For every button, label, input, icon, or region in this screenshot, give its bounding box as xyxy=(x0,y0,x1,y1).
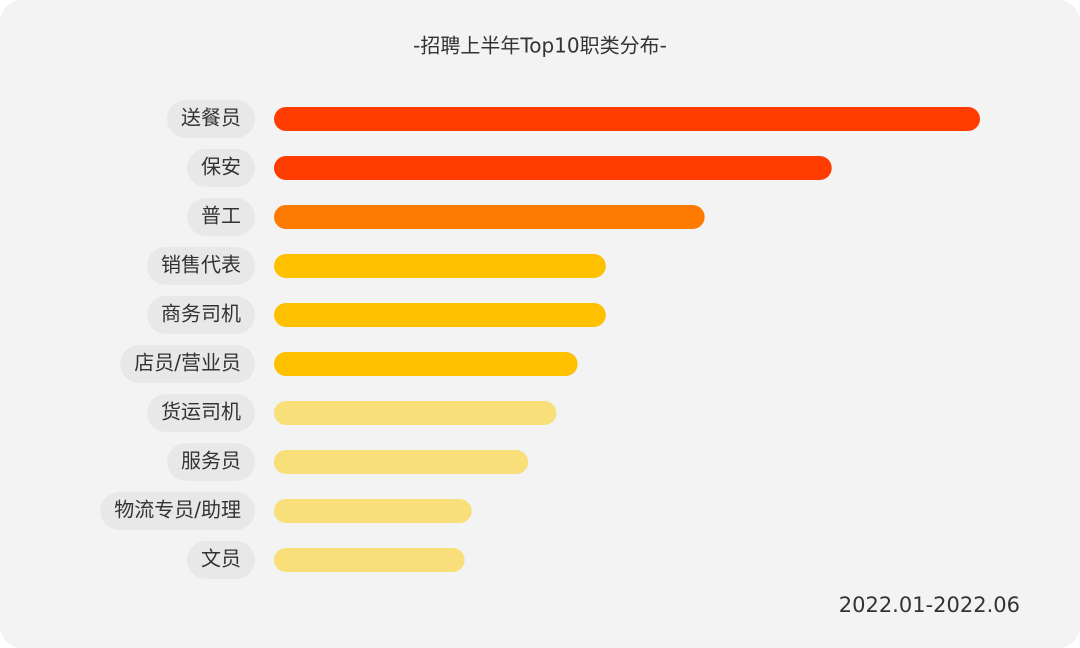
label-pill xyxy=(187,149,255,187)
category-label: 货运司机 xyxy=(161,400,241,424)
bar xyxy=(274,401,557,425)
bar xyxy=(274,156,832,180)
label-pill xyxy=(187,541,255,579)
category-label: 物流专员/助理 xyxy=(114,498,241,522)
bar xyxy=(274,107,980,131)
label-pill xyxy=(147,247,255,285)
category-label: 文员 xyxy=(201,547,241,571)
category-label: 商务司机 xyxy=(161,302,241,326)
label-pill xyxy=(167,100,255,138)
date-note: 2022.01-2022.06 xyxy=(839,593,1020,617)
bar xyxy=(274,352,578,376)
bar xyxy=(274,450,529,474)
category-label: 销售代表 xyxy=(161,253,241,277)
bar xyxy=(274,499,472,523)
category-label: 送餐员 xyxy=(181,106,241,130)
label-pill xyxy=(100,492,255,530)
label-pill xyxy=(120,345,255,383)
category-label: 服务员 xyxy=(181,449,241,473)
label-pill xyxy=(147,296,255,334)
category-label: 普工 xyxy=(201,204,241,228)
bar xyxy=(274,205,705,229)
chart-title: -招聘上半年Top10职类分布- xyxy=(413,34,667,58)
category-label: 店员/营业员 xyxy=(134,351,241,375)
label-pill xyxy=(167,443,255,481)
category-label: 保安 xyxy=(201,155,241,179)
bar xyxy=(274,303,606,327)
label-pill xyxy=(187,198,255,236)
bar xyxy=(274,548,465,572)
bar xyxy=(274,254,606,278)
label-pill xyxy=(147,394,255,432)
